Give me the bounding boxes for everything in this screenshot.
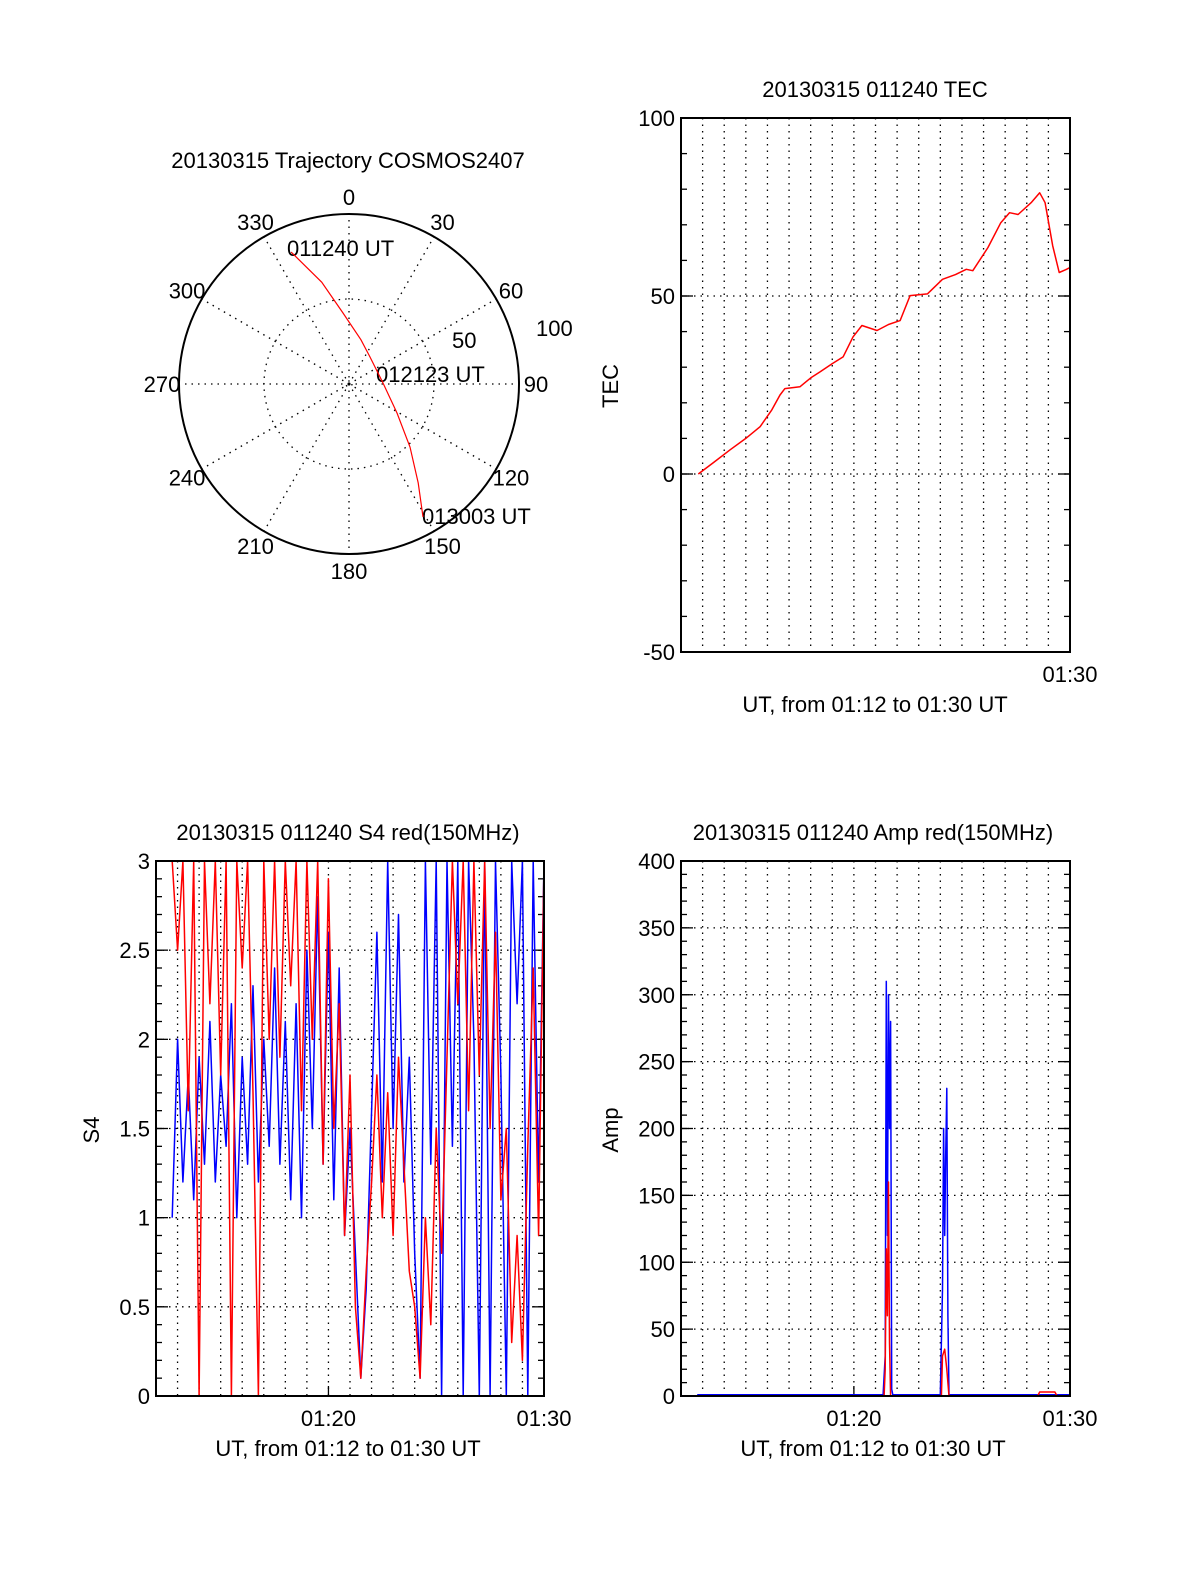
amp-xlabel: UT, from 01:12 to 01:30 UT: [740, 1436, 1005, 1461]
polar-outer-circle: [178, 213, 520, 555]
y-tick-label: 50: [651, 1317, 675, 1342]
y-tick-label: 100: [638, 106, 675, 131]
polar-spoke-150: [348, 383, 435, 532]
plot-frame: [680, 117, 1071, 653]
y-tick-label: 2: [138, 1027, 150, 1052]
polar-angle-label: 330: [237, 210, 274, 235]
polar-inner-circle: [263, 298, 435, 470]
x-tick-label: 01:20: [826, 1406, 881, 1431]
y-tick-label: 1: [138, 1206, 150, 1231]
y-tick-label: 200: [638, 1117, 675, 1142]
y-tick-label: 350: [638, 916, 675, 941]
polar-angle-label: 210: [237, 534, 274, 559]
x-tick-label: 01:30: [1042, 1406, 1097, 1431]
y-tick-label: 100: [638, 1250, 675, 1275]
polar-spoke-300: [201, 298, 350, 385]
y-tick-label: 0: [663, 462, 675, 487]
radial-label-100: 100: [536, 316, 573, 341]
plot-frame: [680, 860, 1071, 1397]
y-tick-label: 0: [663, 1384, 675, 1409]
y-tick-label: -50: [643, 640, 675, 665]
tec-ylabel: TEC: [598, 364, 623, 408]
tec-title: 20130315 011240 TEC: [762, 77, 988, 102]
y-tick-label: 3: [138, 849, 150, 874]
y-tick-label: 0.5: [119, 1295, 150, 1320]
polar-angle-label: 300: [169, 279, 206, 304]
polar-center: [345, 380, 353, 388]
s4-xlabel: UT, from 01:12 to 01:30 UT: [215, 1436, 480, 1461]
polar-spoke-30: [348, 236, 435, 385]
trajectory-start-label: 011240 UT: [287, 236, 394, 261]
s4-title: 20130315 011240 S4 red(150MHz): [176, 820, 519, 845]
polar-spoke-120: [348, 383, 497, 470]
series-line-tec: [697, 192, 1070, 475]
amp-plot: 20130315 011240 Amp red(150MHz) UT, from…: [598, 820, 1098, 1461]
y-tick-label: 0: [138, 1384, 150, 1409]
x-tick-label: 01:30: [1042, 662, 1097, 687]
polar-angle-label: 270: [144, 372, 181, 397]
polar-angle-label: 30: [430, 210, 454, 235]
y-tick-label: 250: [638, 1050, 675, 1075]
radial-label-50: 50: [452, 328, 476, 353]
y-tick-label: 400: [638, 849, 675, 874]
polar-angle-label: 240: [169, 466, 206, 491]
s4-ylabel: S4: [79, 1117, 104, 1144]
x-tick-label: 01:30: [516, 1406, 571, 1431]
amp-ylabel: Amp: [598, 1107, 623, 1152]
trajectory-line: [290, 251, 424, 517]
tec-xlabel: UT, from 01:12 to 01:30 UT: [742, 692, 1007, 717]
y-tick-label: 1.5: [119, 1117, 150, 1142]
s4-plot: 20130315 011240 S4 red(150MHz) UT, from …: [79, 820, 572, 1461]
y-tick-label: 50: [651, 284, 675, 309]
polar-spoke-330: [263, 236, 350, 385]
polar-title: 20130315 Trajectory COSMOS2407: [171, 148, 524, 173]
series-line-blue: [697, 980, 1070, 1396]
polar-angle-label: 90: [524, 372, 548, 397]
polar-spoke-210: [263, 383, 350, 532]
series-line-red: [171, 861, 544, 1396]
polar-angle-label: 150: [424, 534, 461, 559]
trajectory-mid-label: 012123 UT: [376, 362, 485, 387]
plot-frame: [155, 860, 545, 1397]
polar-angle-label: 180: [331, 559, 368, 584]
x-tick-label: 01:20: [301, 1406, 356, 1431]
polar-trajectory-plot: 20130315 Trajectory COSMOS2407 50 100 01…: [144, 148, 573, 584]
series-line-red: [697, 1181, 1070, 1396]
polar-angle-label: 0: [343, 185, 355, 210]
amp-title: 20130315 011240 Amp red(150MHz): [693, 820, 1053, 845]
trajectory-end-label: 013003 UT: [422, 504, 531, 529]
y-tick-label: 2.5: [119, 938, 150, 963]
polar-angle-label: 60: [499, 279, 523, 304]
tec-plot: 20130315 011240 TEC UT, from 01:12 to 01…: [598, 77, 1098, 717]
y-tick-label: 300: [638, 983, 675, 1008]
y-tick-label: 150: [638, 1183, 675, 1208]
polar-angle-label: 120: [493, 466, 530, 491]
